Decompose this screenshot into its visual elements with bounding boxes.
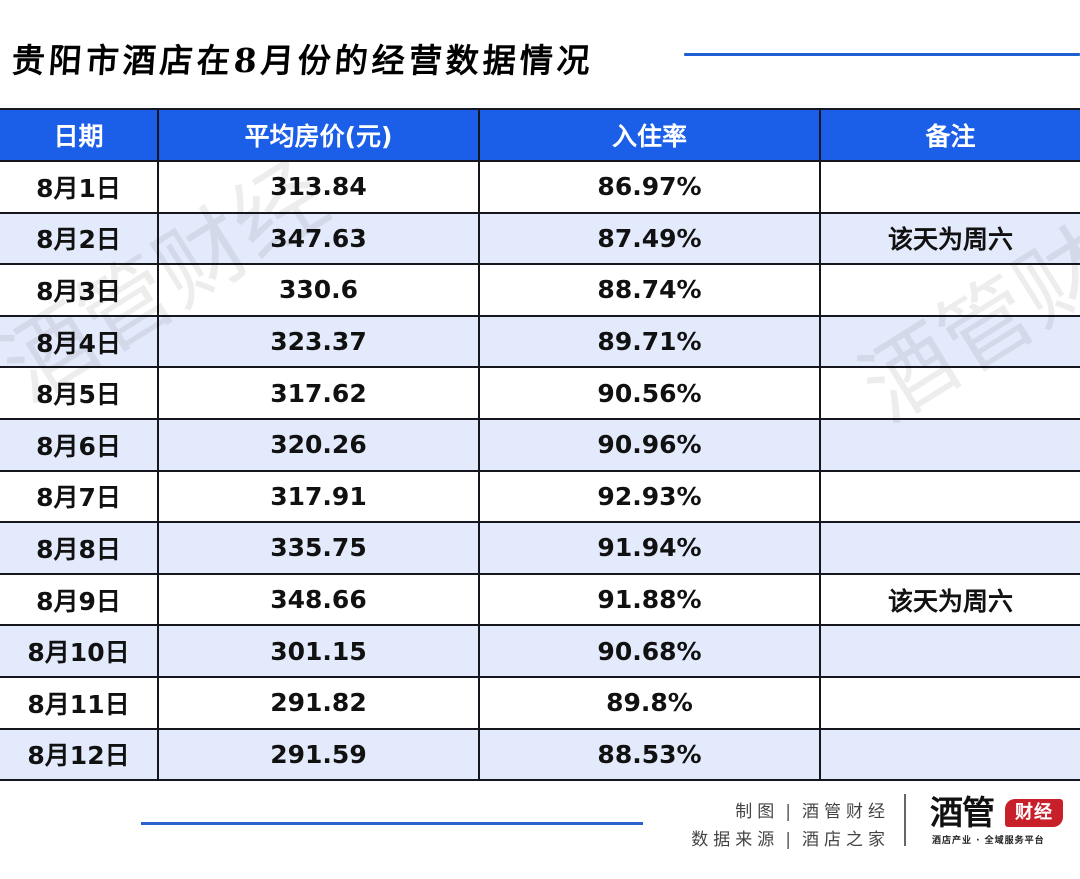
column-header-date: 日期 (0, 108, 159, 162)
table-row: 8月8日 335.75 91.94% (0, 521, 1080, 575)
cell-avg-price: 313.84 (157, 160, 480, 214)
cell-avg-price: 301.15 (157, 624, 480, 678)
cell-avg-price: 291.82 (157, 675, 480, 730)
table-row: 8月4日 323.37 89.71% (0, 314, 1080, 369)
cell-occupancy: 86.97% (478, 160, 821, 214)
credits-block: 制图 | 酒管财经 数据来源 | 酒店之家 (660, 798, 890, 854)
cell-date: 8月11日 (0, 675, 159, 730)
cell-occupancy: 88.74% (478, 263, 821, 317)
cell-note (819, 727, 1080, 782)
cell-note (819, 160, 1080, 214)
credit-label: 数据来源 (691, 830, 780, 850)
cell-avg-price: 335.75 (157, 521, 480, 575)
cell-date: 8月4日 (0, 314, 159, 369)
logo-tagline: 酒店产业 · 全域服务平台 (932, 836, 1045, 846)
cell-avg-price: 291.59 (157, 727, 480, 782)
credit-value: 酒店之家 (802, 830, 890, 850)
cell-avg-price: 317.91 (157, 469, 480, 524)
cell-note (819, 314, 1080, 369)
table-row: 8月12日 291.59 88.53% (0, 727, 1080, 782)
cell-date: 8月8日 (0, 521, 159, 575)
cell-note (819, 521, 1080, 575)
cell-occupancy: 90.56% (478, 366, 821, 420)
table-row: 8月6日 320.26 90.96% (0, 417, 1080, 472)
cell-date: 8月1日 (0, 160, 159, 214)
table-row: 8月10日 301.15 90.68% (0, 624, 1080, 678)
column-header-occupancy: 入住率 (478, 108, 821, 162)
cell-date: 8月2日 (0, 211, 159, 266)
cell-avg-price: 348.66 (157, 572, 480, 627)
table-header-row: 日期 平均房价(元) 入住率 备注 (0, 108, 1080, 162)
brand-logo: 酒管 财经 酒店产业 · 全域服务平台 (930, 795, 1070, 847)
table-row: 8月11日 291.82 89.8% (0, 675, 1080, 730)
cell-avg-price: 330.6 (157, 263, 480, 317)
cell-avg-price: 347.63 (157, 211, 480, 266)
title-bar: 贵阳市酒店在8月份的经营数据情况 (0, 28, 1080, 84)
cell-date: 8月5日 (0, 366, 159, 420)
credit-separator: | (785, 802, 796, 822)
column-header-note: 备注 (819, 108, 1080, 162)
cell-date: 8月6日 (0, 417, 159, 472)
cell-note: 该天为周六 (819, 572, 1080, 627)
cell-occupancy: 90.96% (478, 417, 821, 472)
credit-value: 酒管财经 (802, 802, 890, 822)
table-row: 8月9日 348.66 91.88% 该天为周六 (0, 572, 1080, 627)
cell-avg-price: 320.26 (157, 417, 480, 472)
cell-occupancy: 89.71% (478, 314, 821, 369)
table-row: 8月3日 330.6 88.74% (0, 263, 1080, 317)
cell-occupancy: 87.49% (478, 211, 821, 266)
cell-avg-price: 317.62 (157, 366, 480, 420)
credit-chart-by: 制图 | 酒管财经 (660, 798, 890, 826)
cell-date: 8月10日 (0, 624, 159, 678)
cell-occupancy: 91.94% (478, 521, 821, 575)
cell-occupancy: 92.93% (478, 469, 821, 524)
cell-note (819, 675, 1080, 730)
vertical-divider (904, 794, 906, 846)
cell-date: 8月7日 (0, 469, 159, 524)
column-header-avg-price: 平均房价(元) (157, 108, 480, 162)
cell-occupancy: 88.53% (478, 727, 821, 782)
hotel-data-table: 日期 平均房价(元) 入住率 备注 8月1日 313.84 86.97% 8月2… (0, 108, 1080, 782)
title-divider-line (684, 53, 1080, 56)
table-row: 8月7日 317.91 92.93% (0, 469, 1080, 524)
logo-wordmark: 酒管 (930, 793, 995, 832)
cell-date: 8月12日 (0, 727, 159, 782)
cell-note (819, 624, 1080, 678)
cell-occupancy: 90.68% (478, 624, 821, 678)
table-row: 8月2日 347.63 87.49% 该天为周六 (0, 211, 1080, 266)
page-title: 贵阳市酒店在8月份的经营数据情况 (10, 41, 596, 80)
footer-divider-line (141, 822, 643, 825)
logo-badge: 财经 (1005, 799, 1063, 827)
cell-note: 该天为周六 (819, 211, 1080, 266)
table-row: 8月1日 313.84 86.97% (0, 160, 1080, 214)
credit-data-source: 数据来源 | 酒店之家 (660, 826, 890, 854)
cell-date: 8月9日 (0, 572, 159, 627)
cell-occupancy: 91.88% (478, 572, 821, 627)
cell-avg-price: 323.37 (157, 314, 480, 369)
credit-label: 制图 (735, 802, 780, 822)
cell-note (819, 263, 1080, 317)
cell-note (819, 417, 1080, 472)
cell-note (819, 469, 1080, 524)
cell-note (819, 366, 1080, 420)
table-row: 8月5日 317.62 90.56% (0, 366, 1080, 420)
cell-date: 8月3日 (0, 263, 159, 317)
cell-occupancy: 89.8% (478, 675, 821, 730)
credit-separator: | (785, 830, 796, 850)
